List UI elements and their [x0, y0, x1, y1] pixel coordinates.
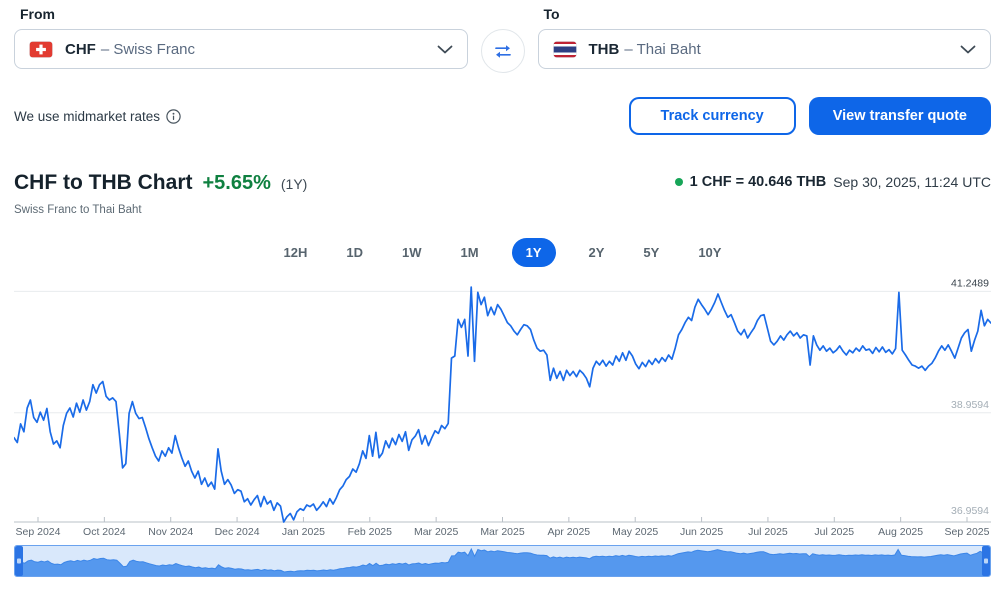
tab-1d[interactable]: 1D: [340, 238, 369, 267]
range-tabs: 12H 1D 1W 1M 1Y 2Y 5Y 10Y: [14, 238, 991, 267]
change-percent: +5.65%: [202, 172, 271, 194]
swap-currencies-button[interactable]: [480, 29, 525, 73]
y-axis-label: 38.9594: [951, 399, 989, 411]
brush-handle-notch: [17, 558, 21, 564]
track-currency-button[interactable]: Track currency: [628, 97, 796, 135]
range-brush[interactable]: [14, 545, 991, 577]
thb-flag-icon: [552, 40, 577, 58]
tab-10y[interactable]: 10Y: [692, 238, 727, 267]
rate-chart-svg: 41.2489 38.9594 36.9594 Sep 2024 Oct 2024 Nov…: [14, 277, 991, 538]
chevron-down-icon: [960, 45, 976, 54]
from-currency-code: CHF: [65, 40, 96, 58]
x-axis-label: Feb 2025: [348, 526, 393, 538]
brush-handle-right[interactable]: [982, 546, 990, 576]
swap-arrows-icon: [493, 44, 513, 59]
midmarket-note: We use midmarket rates: [14, 109, 181, 124]
live-rate-dot: [674, 178, 683, 186]
from-field: From CHF – Swiss Franc: [14, 6, 468, 69]
rate-chart[interactable]: 41.2489 38.9594 36.9594 Sep 2024 Oct 2024 Nov…: [14, 277, 991, 539]
x-axis-label: Nov 2024: [148, 526, 193, 538]
chart-header: CHF to THB Chart +5.65% (1Y) Swiss Franc…: [14, 171, 991, 216]
currency-chart-page: From CHF – Swiss Franc: [14, 6, 991, 577]
brush-line: [15, 547, 990, 573]
x-axis-label: Sep 2024: [16, 526, 61, 538]
action-buttons: Track currency View transfer quote: [628, 97, 991, 135]
x-axis-label: Jun 2025: [680, 526, 723, 538]
rate-timestamp: Sep 30, 2025, 11:24 UTC: [833, 174, 991, 190]
tab-12h[interactable]: 12H: [278, 238, 314, 267]
tab-1w[interactable]: 1W: [396, 238, 428, 267]
view-transfer-quote-button[interactable]: View transfer quote: [808, 97, 991, 135]
chart-title-block: CHF to THB Chart +5.65% (1Y) Swiss Franc…: [14, 171, 307, 216]
y-axis-label: 41.2489: [951, 277, 989, 289]
to-currency-name: – Thai Baht: [624, 40, 701, 58]
to-currency-select[interactable]: THB – Thai Baht: [537, 29, 991, 69]
tab-1y[interactable]: 1Y: [511, 238, 556, 267]
tab-5y[interactable]: 5Y: [637, 238, 665, 267]
page-title: CHF to THB Chart: [14, 171, 193, 194]
y-axis-label: 36.9594: [951, 505, 989, 517]
x-axis-label: Jul 2025: [814, 526, 854, 538]
current-rate-info: 1 CHF = 40.646 THB Sep 30, 2025, 11:24 U…: [674, 171, 991, 190]
converter-row: From CHF – Swiss Franc: [14, 6, 991, 73]
change-period: (1Y): [280, 176, 308, 192]
x-axis-label: Sep 2025: [945, 526, 990, 538]
x-axis-label: Mar 2025: [480, 526, 525, 538]
x-axis-label: Aug 2025: [878, 526, 923, 538]
brush-handle-left[interactable]: [15, 546, 23, 576]
brush-area: [15, 549, 990, 576]
tab-1m[interactable]: 1M: [455, 238, 485, 267]
chf-flag-icon: [29, 40, 53, 58]
from-label: From: [20, 6, 55, 22]
chart-subtitle: Swiss Franc to Thai Baht: [14, 204, 142, 216]
x-axis-label: Jan 2025: [282, 526, 325, 538]
x-axis-label: Apr 2025: [548, 526, 591, 538]
current-rate: 1 CHF = 40.646 THB: [689, 174, 827, 190]
brush-handle-notch: [984, 558, 988, 564]
x-axis-label: Dec 2024: [215, 526, 260, 538]
rate-line: [14, 286, 991, 523]
chevron-down-icon: [437, 45, 453, 54]
to-label: To: [543, 6, 560, 22]
tab-2y[interactable]: 2Y: [583, 238, 611, 267]
actions-row: We use midmarket rates Track currency Vi…: [14, 97, 991, 135]
brush-chart-svg: [15, 547, 990, 576]
from-currency-name: – Swiss Franc: [100, 40, 196, 58]
x-axis-label: Jul 2025: [748, 526, 788, 538]
to-currency-code: THB: [588, 40, 620, 58]
midmarket-text: We use midmarket rates: [14, 108, 161, 124]
x-axis-label: May 2025: [612, 526, 658, 538]
to-field: To THB – Thai Baht: [537, 6, 991, 69]
from-currency-select[interactable]: CHF – Swiss Franc: [14, 29, 468, 69]
x-axis-label: Oct 2024: [83, 526, 126, 538]
x-axis-label: Mar 2025: [414, 526, 459, 538]
info-icon[interactable]: [166, 108, 181, 124]
